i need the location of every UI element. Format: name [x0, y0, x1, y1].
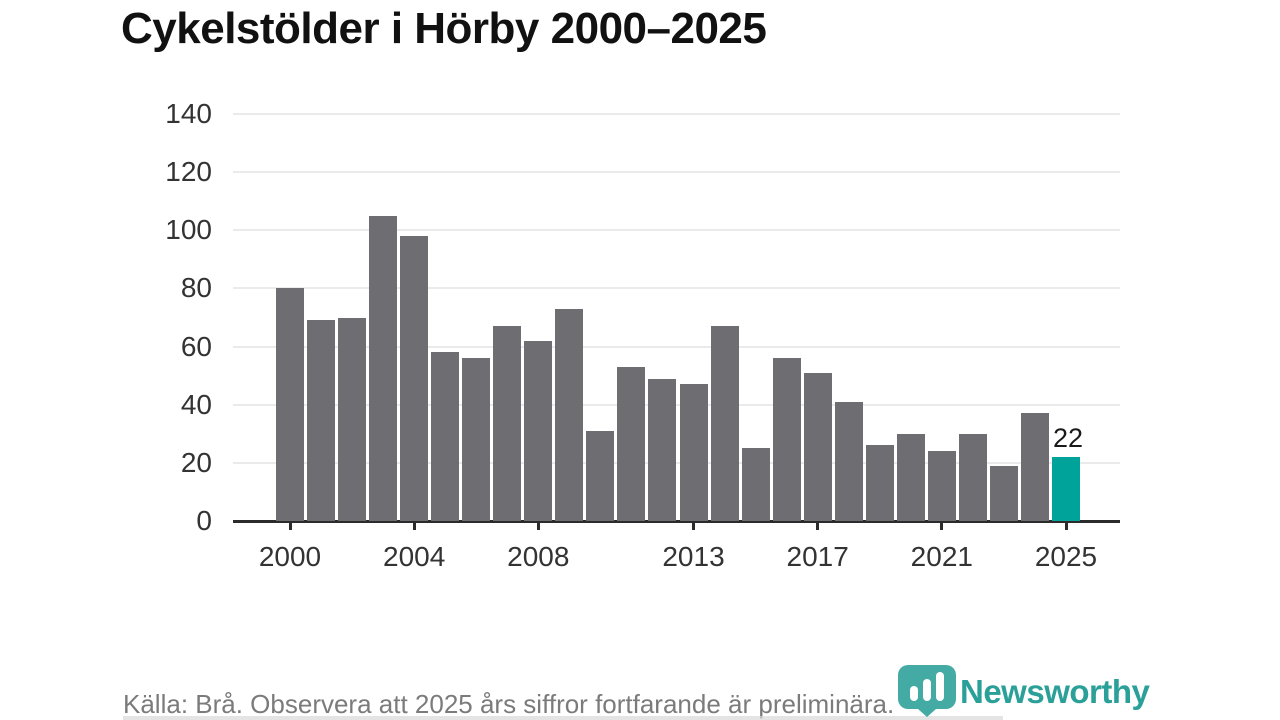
x-tick-2008 — [536, 521, 540, 530]
x-axis-label-2017: 2017 — [786, 541, 849, 572]
y-axis-label-40: 40 — [180, 388, 212, 420]
bar-2004 — [400, 236, 429, 521]
bar-2024 — [1020, 413, 1049, 521]
cutoff-text-line — [123, 716, 1003, 720]
y-axis-label-120: 120 — [165, 156, 212, 188]
bar-2014 — [710, 326, 739, 521]
x-axis-label-2013: 2013 — [662, 541, 725, 572]
y-axis-label-100: 100 — [165, 214, 212, 246]
y-axis-label-60: 60 — [180, 330, 212, 362]
gridline-80 — [233, 287, 1120, 290]
x-axis-label-2025: 2025 — [1034, 541, 1098, 572]
x-tick-2025 — [1064, 521, 1068, 530]
gridline-100 — [233, 229, 1120, 232]
gridline-40 — [233, 403, 1120, 406]
newsworthy-logo[interactable]: Newsworthy — [898, 665, 1150, 717]
gridline-140 — [233, 113, 1120, 115]
bar-2021 — [927, 451, 956, 521]
x-axis-label-2021: 2021 — [910, 541, 973, 572]
bar-2019 — [865, 445, 894, 521]
bar-2016 — [772, 358, 801, 521]
x-tick-2017 — [816, 521, 820, 530]
y-axis-label-80: 80 — [180, 272, 212, 304]
chart-title: Cykelstölder i Hörby 2000–2025 — [121, 4, 767, 53]
bar-2002 — [338, 317, 367, 521]
x-axis-label-2004: 2004 — [383, 541, 446, 572]
bar-2000 — [276, 288, 304, 521]
x-tick-2013 — [692, 521, 696, 530]
bar-2025 — [1052, 457, 1080, 521]
y-axis-label-0: 0 — [196, 505, 212, 536]
bar-2013 — [679, 384, 708, 521]
highlight-value-label: 22 — [1052, 423, 1084, 454]
bar-2008 — [524, 340, 553, 521]
source-note: Källa: Brå. Observera att 2025 års siffr… — [123, 689, 895, 719]
y-axis-label-20: 20 — [180, 446, 212, 478]
bar-2023 — [989, 465, 1018, 521]
bar-2010 — [586, 430, 615, 521]
bar-2020 — [896, 433, 925, 521]
bar-2018 — [834, 401, 863, 521]
bar-2015 — [741, 448, 770, 521]
y-axis-label-140: 140 — [165, 98, 212, 129]
x-tick-2021 — [940, 521, 944, 530]
x-tick-2004 — [412, 521, 416, 530]
bar-2012 — [648, 378, 677, 521]
bar-2001 — [307, 320, 336, 521]
x-axis-label-2000: 2000 — [258, 541, 322, 572]
bar-2007 — [493, 326, 522, 521]
gridline-60 — [233, 345, 1120, 348]
bar-2009 — [555, 308, 584, 521]
gridline-20 — [233, 461, 1120, 464]
bar-2006 — [462, 358, 491, 521]
x-axis-line — [233, 520, 1120, 523]
newsworthy-bubble-chart-icon — [898, 665, 956, 717]
bar-2017 — [803, 372, 832, 521]
bar-2003 — [369, 215, 398, 521]
x-axis-label-2008: 2008 — [507, 541, 570, 572]
newsworthy-wordmark: Newsworthy — [960, 673, 1150, 710]
bar-2005 — [431, 352, 460, 521]
bar-2022 — [958, 433, 987, 521]
x-tick-2000 — [288, 521, 292, 530]
bar-2011 — [617, 366, 646, 521]
gridline-120 — [233, 171, 1120, 174]
